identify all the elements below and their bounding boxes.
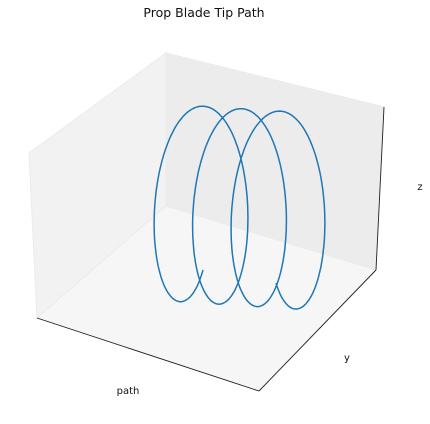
chart-title: Prop Blade Tip Path	[143, 5, 264, 20]
z-axis-label: z	[417, 182, 422, 193]
y-axis-line	[258, 269, 377, 392]
y-axis-label: y	[344, 353, 350, 364]
series-line-helix	[153, 105, 326, 310]
z-axis-line	[375, 106, 385, 271]
x-axis-label: path	[117, 386, 140, 397]
x-axis-line	[36, 317, 260, 392]
